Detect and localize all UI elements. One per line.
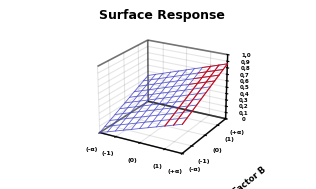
Y-axis label: Factor B: Factor B xyxy=(231,165,268,189)
Title: Surface Response: Surface Response xyxy=(99,9,225,22)
